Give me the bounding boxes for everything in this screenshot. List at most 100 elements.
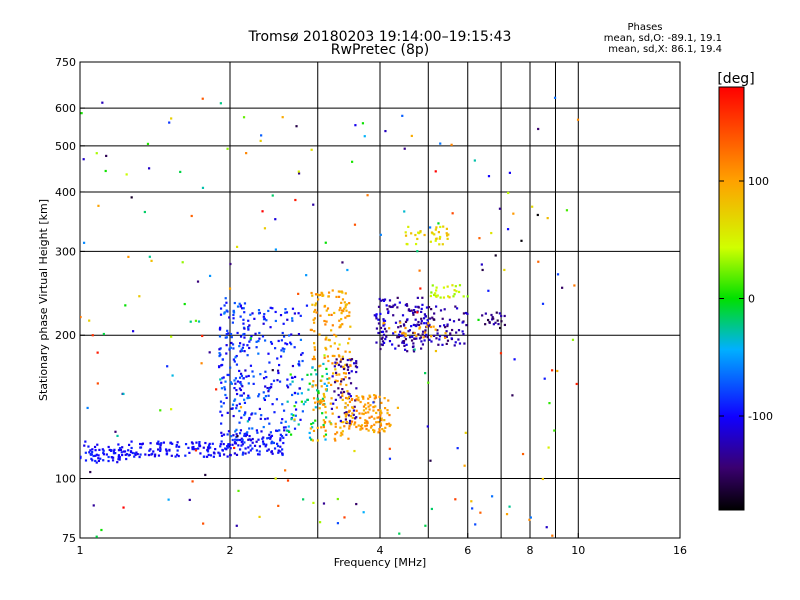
data-point [404, 332, 407, 335]
data-point [403, 324, 406, 327]
data-point [278, 363, 281, 367]
data-point [316, 426, 319, 430]
data-point [316, 439, 320, 442]
data-point [191, 446, 194, 449]
data-point [97, 204, 100, 207]
data-point [537, 260, 540, 263]
data-point [240, 348, 243, 351]
data-point [435, 289, 438, 292]
data-point [486, 318, 490, 322]
data-point [322, 399, 326, 402]
data-point [261, 437, 264, 440]
data-point [351, 416, 354, 419]
data-point [298, 363, 301, 366]
data-point [325, 416, 328, 419]
data-point [291, 393, 294, 397]
data-point [233, 446, 236, 450]
data-point [322, 394, 326, 397]
data-point [99, 457, 102, 460]
data-point [353, 449, 356, 453]
data-point [343, 425, 346, 428]
data-point [159, 448, 162, 451]
data-point [379, 312, 382, 316]
data-point [350, 420, 354, 423]
data-point [128, 443, 131, 447]
data-point [382, 429, 385, 432]
data-point [503, 314, 506, 318]
data-point [247, 394, 250, 397]
data-point [531, 205, 534, 208]
data-point [281, 452, 284, 455]
data-point [350, 358, 354, 361]
data-point [344, 372, 348, 375]
data-point [340, 312, 343, 315]
data-point [218, 348, 221, 351]
data-point [219, 410, 222, 413]
phase-stats-x: mean, sd,X: 86.1, 19.4 [608, 44, 722, 55]
data-point [413, 348, 416, 351]
data-point [323, 435, 326, 438]
data-point [335, 373, 338, 376]
data-point [295, 125, 298, 128]
data-point [154, 453, 157, 456]
data-point [498, 326, 502, 330]
x-axis-label: Frequency [MHz] [334, 556, 426, 569]
data-point [289, 373, 292, 376]
data-point [397, 344, 400, 347]
y-tick-label: 500 [55, 140, 76, 153]
data-point [294, 401, 298, 404]
data-point [452, 320, 456, 323]
data-point [251, 370, 254, 373]
data-point [279, 450, 282, 453]
data-point [377, 431, 380, 434]
data-point [255, 440, 258, 443]
data-point [122, 506, 125, 509]
data-point [391, 305, 394, 309]
data-point [247, 328, 250, 331]
data-point [426, 319, 429, 322]
data-point [312, 501, 315, 505]
data-point [379, 347, 382, 351]
data-point [102, 459, 105, 462]
data-point [305, 304, 309, 307]
data-point [348, 314, 351, 317]
data-point [327, 295, 330, 298]
data-point [330, 313, 333, 317]
data-point [384, 337, 387, 341]
data-point [430, 308, 433, 311]
data-point [434, 328, 437, 331]
data-point [388, 447, 391, 450]
data-point [251, 447, 254, 450]
data-point [463, 342, 466, 345]
data-point [362, 511, 365, 514]
data-point [337, 347, 340, 350]
data-point [427, 322, 430, 325]
data-point [286, 318, 289, 321]
data-point [382, 318, 385, 321]
data-point [202, 522, 205, 525]
data-point [144, 453, 147, 456]
data-point [443, 335, 447, 338]
data-point [352, 409, 356, 412]
data-point [121, 453, 124, 457]
data-point [282, 322, 285, 325]
data-point [307, 388, 310, 391]
data-point [243, 412, 247, 415]
data-point [269, 306, 272, 309]
data-point [378, 395, 381, 399]
data-point [299, 338, 303, 341]
data-point [276, 369, 280, 372]
data-point [397, 333, 401, 336]
data-point [229, 262, 232, 266]
data-point [238, 342, 242, 345]
data-point [410, 134, 413, 138]
data-point [228, 443, 231, 446]
data-point [392, 304, 395, 307]
data-point [344, 292, 347, 295]
data-point [349, 415, 352, 418]
data-point [308, 436, 312, 439]
data-point [258, 453, 261, 456]
data-point [442, 286, 446, 289]
data-point [344, 363, 347, 367]
data-point [282, 350, 285, 353]
